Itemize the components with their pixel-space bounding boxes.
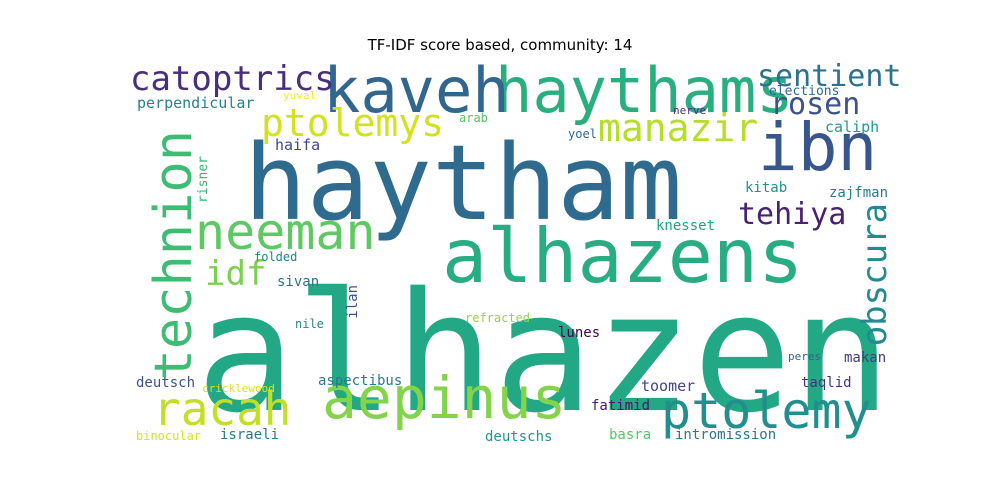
word-binocular: binocular [136,429,202,443]
word-ilan: ilan [345,285,361,319]
word-technion: technion [144,130,204,381]
word-aepinus: aepinus [322,364,567,432]
word-sentient: sentient [757,60,900,94]
word-alhazens: alhazens [442,212,804,300]
word-tehiya: tehiya [738,197,847,232]
word-ptolemys: ptolemys [261,101,445,145]
word-fatimid: fatimid [591,398,651,414]
word-elections: elections [769,84,840,99]
word-nile: nile [295,317,324,331]
word-folded: folded [254,250,298,264]
word-cricklewood: cricklewood [202,382,275,395]
word-alhazen: alhazen [196,257,892,449]
word-refracted: refracted [465,311,531,325]
word-makan: makan [844,350,887,366]
word-taqlid: taqlid [801,375,852,391]
word-yuval: yuval [283,89,317,102]
word-knesset: knesset [656,218,716,234]
word-deutsch: deutsch [136,375,196,391]
word-neeman: neeman [195,203,376,261]
word-yoel: yoel [568,127,597,141]
word-perpendicular: perpendicular [137,94,255,112]
word-cloud: alhazen haytham alhazens haythams kaveh ibn ae… [125,60,900,450]
word-israeli: israeli [220,427,280,443]
word-toomer: toomer [641,377,696,395]
word-nerve: nerve [673,104,707,117]
word-haythams: haythams [495,60,794,127]
word-zajfman: zajfman [829,185,889,201]
word-risner: risner [196,156,211,203]
word-intromission: intromission [675,427,777,443]
word-manazir: manazir [598,106,759,150]
word-haifa: haifa [275,136,321,154]
word-idf: idf [205,254,267,294]
word-haytham: haytham [244,122,683,244]
chart-title: TF-IDF score based, community: 14 [367,36,633,54]
word-ibn: ibn [758,109,878,186]
word-lunes: lunes [558,325,601,341]
word-arab: arab [459,111,488,125]
word-aspectibus: aspectibus [318,373,403,389]
word-peres: peres [788,350,822,363]
word-obscura: obscura [855,203,895,347]
word-catoptrics: catoptrics [130,60,335,99]
word-ptolemy: ptolemy [661,382,872,440]
word-sivan: sivan [277,274,320,290]
word-deutschs: deutschs [485,429,553,445]
word-kaveh: kaveh [323,60,510,127]
word-kitab: kitab [745,180,788,196]
word-rosen: rosen [770,87,861,122]
word-basra: basra [609,427,652,443]
word-racah: racah [153,382,292,436]
word-caliph: caliph [825,118,880,136]
